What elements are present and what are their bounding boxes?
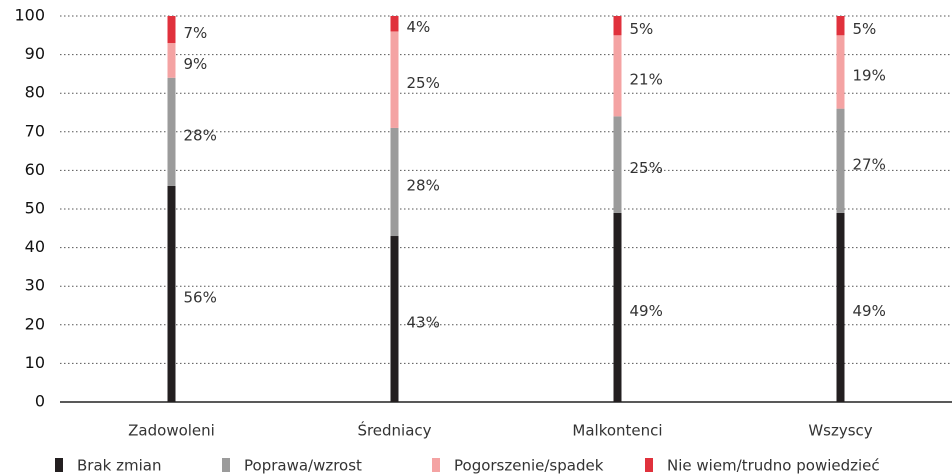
x-tick-label: Wszyscy (808, 422, 872, 440)
data-label: 56% (184, 288, 217, 306)
y-tick-label: 50 (25, 199, 45, 218)
y-tick-label: 60 (25, 160, 45, 179)
data-label: 25% (630, 159, 663, 177)
bar-segment (613, 116, 622, 213)
data-label: 27% (853, 155, 886, 173)
bar-segment (836, 35, 845, 109)
y-tick-label: 40 (25, 237, 45, 256)
data-label: 19% (853, 66, 886, 84)
y-tick-label: 70 (25, 121, 45, 140)
bar-segment (390, 31, 399, 128)
data-label: 28% (407, 176, 440, 194)
y-tick-label: 10 (25, 353, 45, 372)
bar-segment (613, 16, 622, 36)
y-tick-label: 80 (25, 83, 45, 102)
bar-segment (836, 108, 845, 213)
legend-swatch (222, 458, 230, 472)
legend-label: Nie wiem/trudno powiedzieć (667, 457, 880, 475)
data-label: 9% (184, 55, 208, 73)
data-label: 21% (630, 70, 663, 88)
legend-swatch (55, 458, 63, 472)
bar-segment (390, 236, 399, 402)
data-label: 49% (853, 302, 886, 320)
bar-segment (613, 35, 622, 117)
bar-segment (167, 16, 176, 44)
x-tick-label: Malkontenci (572, 422, 662, 440)
data-label: 28% (184, 126, 217, 144)
legend-swatch (432, 458, 440, 472)
x-tick-label: Zadowoleni (128, 422, 215, 440)
bar-segment (167, 77, 176, 186)
y-tick-label: 0 (35, 392, 45, 411)
data-label: 7% (184, 24, 208, 42)
y-tick-label: 20 (25, 314, 45, 333)
data-label: 49% (630, 302, 663, 320)
bar-segment (836, 212, 845, 402)
bar-segment (390, 127, 399, 237)
y-tick-label: 30 (25, 276, 45, 295)
legend-swatch (645, 458, 653, 472)
bar-segment (613, 212, 622, 402)
legend-label: Poprawa/wzrost (244, 457, 362, 475)
x-tick-label: Średniacy (357, 421, 431, 440)
legend-label: Pogorszenie/spadek (454, 457, 604, 475)
legend-label: Brak zmian (77, 457, 161, 475)
bar-segment (167, 43, 176, 78)
y-tick-label: 90 (25, 44, 45, 63)
bar-segment (167, 185, 176, 402)
y-tick-label: 100 (14, 6, 45, 25)
data-label: 5% (853, 20, 877, 38)
data-label: 43% (407, 314, 440, 332)
bar-segment (836, 16, 845, 36)
data-label: 4% (407, 18, 431, 36)
data-label: 5% (630, 20, 654, 38)
bar-segment (390, 16, 399, 32)
data-label: 25% (407, 74, 440, 92)
